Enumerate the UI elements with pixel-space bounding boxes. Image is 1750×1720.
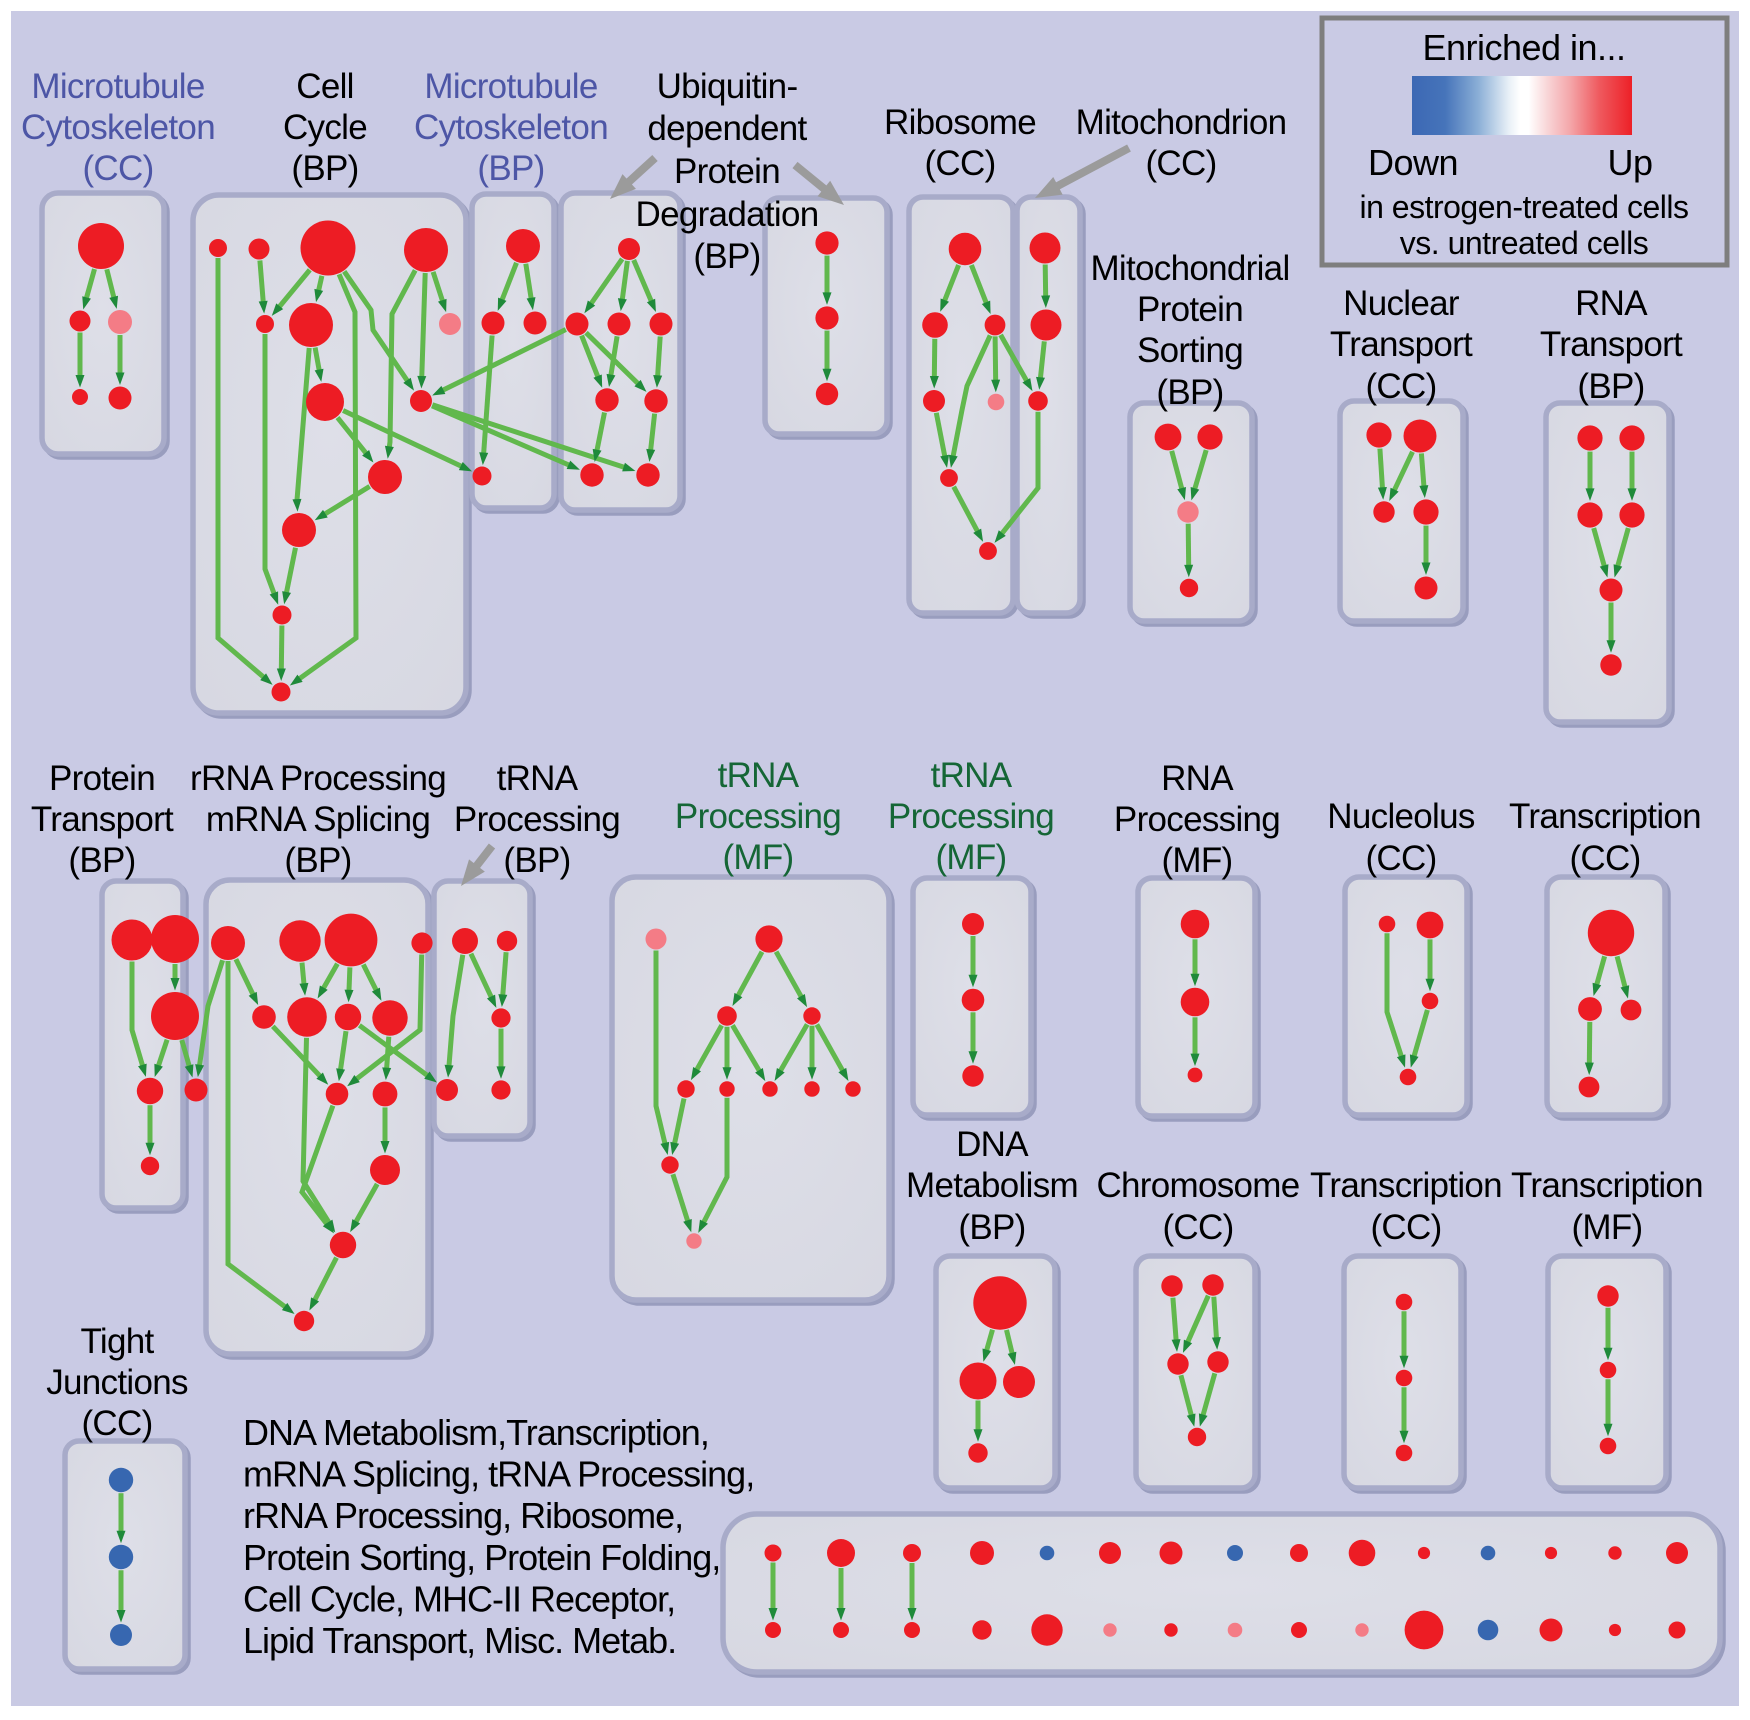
svg-text:(BP): (BP) [477, 149, 544, 188]
svg-text:Nuclear: Nuclear [1343, 284, 1460, 323]
svg-text:Protein Sorting, Protein Foldi: Protein Sorting, Protein Folding, [243, 1537, 720, 1578]
svg-text:(CC): (CC) [1162, 1208, 1233, 1247]
svg-text:Up: Up [1607, 142, 1652, 183]
svg-text:Protein: Protein [674, 152, 780, 191]
svg-text:(MF): (MF) [935, 838, 1006, 877]
svg-text:tRNA: tRNA [497, 759, 579, 798]
svg-text:Down: Down [1368, 142, 1458, 183]
svg-text:RNA: RNA [1161, 759, 1234, 798]
svg-text:(CC): (CC) [1370, 1208, 1441, 1247]
svg-text:dependent: dependent [647, 109, 807, 148]
svg-text:(BP): (BP) [503, 841, 570, 880]
svg-text:Transport: Transport [1330, 325, 1473, 364]
svg-text:mRNA Splicing: mRNA Splicing [206, 800, 430, 839]
svg-text:(BP): (BP) [958, 1208, 1025, 1247]
svg-text:Tight: Tight [80, 1322, 154, 1361]
svg-text:Cell: Cell [296, 67, 354, 106]
svg-text:(BP): (BP) [284, 841, 351, 880]
svg-text:mRNA Splicing, tRNA Processing: mRNA Splicing, tRNA Processing, [243, 1454, 754, 1495]
svg-text:Sorting: Sorting [1137, 331, 1243, 370]
svg-text:Junctions: Junctions [46, 1363, 188, 1402]
svg-text:(BP): (BP) [291, 149, 358, 188]
svg-text:DNA: DNA [956, 1125, 1029, 1164]
svg-text:Cycle: Cycle [283, 108, 367, 147]
svg-text:rRNA Processing: rRNA Processing [190, 759, 446, 798]
svg-text:Chromosome: Chromosome [1096, 1166, 1299, 1205]
svg-text:Protein: Protein [49, 759, 155, 798]
svg-text:Processing: Processing [888, 797, 1054, 836]
svg-text:(MF): (MF) [1571, 1208, 1642, 1247]
svg-text:tRNA: tRNA [931, 756, 1013, 795]
svg-text:vs. untreated cells: vs. untreated cells [1400, 225, 1648, 261]
svg-text:tRNA: tRNA [718, 756, 800, 795]
svg-text:Transcription: Transcription [1509, 797, 1701, 836]
svg-text:Protein: Protein [1137, 290, 1243, 329]
svg-text:(CC): (CC) [1145, 144, 1216, 183]
svg-text:(CC): (CC) [81, 1404, 152, 1443]
svg-text:Cell Cycle, MHC-II Receptor,: Cell Cycle, MHC-II Receptor, [243, 1578, 675, 1619]
svg-text:(CC): (CC) [1365, 839, 1436, 878]
svg-text:Ribosome: Ribosome [884, 103, 1036, 142]
svg-text:(BP): (BP) [68, 841, 135, 880]
svg-text:Transcription: Transcription [1310, 1166, 1502, 1205]
svg-text:Ubiquitin-: Ubiquitin- [657, 67, 798, 106]
svg-text:Nucleolus: Nucleolus [1327, 797, 1475, 836]
svg-text:Microtubule: Microtubule [424, 67, 597, 106]
svg-text:Transcription: Transcription [1511, 1166, 1703, 1205]
svg-text:(MF): (MF) [1161, 841, 1232, 880]
svg-text:Cytoskeleton: Cytoskeleton [414, 108, 608, 147]
svg-text:Lipid Transport, Misc. Metab.: Lipid Transport, Misc. Metab. [243, 1620, 676, 1661]
svg-text:(CC): (CC) [924, 144, 995, 183]
svg-text:rRNA Processing, Ribosome,: rRNA Processing, Ribosome, [243, 1495, 683, 1536]
svg-text:(BP): (BP) [693, 237, 760, 276]
svg-text:(MF): (MF) [722, 838, 793, 877]
svg-text:Enriched in...: Enriched in... [1422, 27, 1625, 68]
svg-text:Mitochondrion: Mitochondrion [1076, 103, 1287, 142]
svg-text:DNA Metabolism,Transcription,: DNA Metabolism,Transcription, [243, 1412, 709, 1453]
svg-text:Degradation: Degradation [636, 195, 819, 234]
svg-text:Cytoskeleton: Cytoskeleton [21, 108, 215, 147]
svg-text:Transport: Transport [31, 800, 174, 839]
svg-text:Processing: Processing [675, 797, 841, 836]
svg-text:Processing: Processing [454, 800, 620, 839]
svg-text:Processing: Processing [1114, 800, 1280, 839]
svg-text:Transport: Transport [1540, 325, 1683, 364]
svg-text:Mitochondrial: Mitochondrial [1090, 249, 1289, 288]
svg-text:(CC): (CC) [82, 149, 153, 188]
svg-text:(BP): (BP) [1156, 373, 1223, 412]
svg-text:in estrogen-treated cells: in estrogen-treated cells [1359, 189, 1688, 225]
svg-text:(CC): (CC) [1365, 367, 1436, 406]
svg-text:Microtubule: Microtubule [31, 67, 204, 106]
svg-text:Metabolism: Metabolism [906, 1166, 1078, 1205]
svg-text:(CC): (CC) [1569, 839, 1640, 878]
svg-text:(BP): (BP) [1577, 367, 1644, 406]
svg-text:RNA: RNA [1575, 284, 1648, 323]
